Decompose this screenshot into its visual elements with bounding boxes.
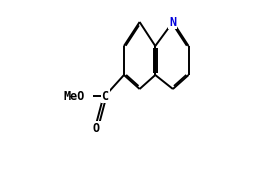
Text: O: O [93, 122, 100, 135]
Text: MeO: MeO [63, 90, 84, 103]
Text: C: C [102, 90, 109, 103]
Text: N: N [169, 16, 176, 29]
